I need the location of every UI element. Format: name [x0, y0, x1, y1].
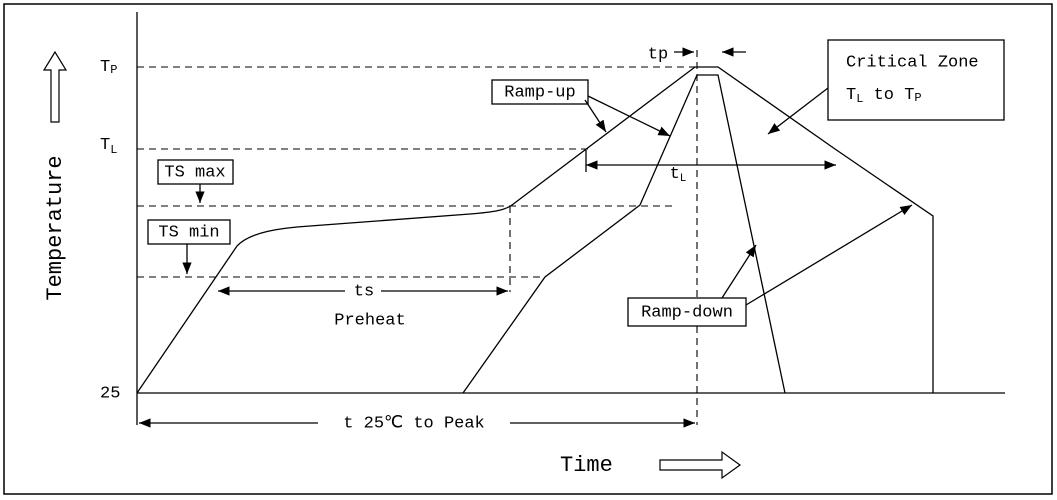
rampup-label: Ramp-up — [504, 83, 575, 102]
x-title: Time — [560, 453, 613, 478]
rampup-arrow-2 — [587, 95, 671, 137]
preheat-label: Preheat — [334, 311, 405, 330]
critical-arrow — [767, 87, 829, 135]
rampdown-arrow-1 — [721, 244, 757, 299]
tp-label: TP — [100, 58, 117, 77]
tsmin-box — [147, 219, 231, 245]
tsmax-label: TS max — [164, 163, 225, 182]
critical-line2: TL to TP — [846, 86, 922, 106]
ts-gap-bg — [345, 282, 381, 298]
x-arrow — [659, 450, 742, 480]
tl-small-label: tL — [670, 165, 687, 184]
frame — [3, 3, 1053, 495]
tsmin-label: TS min — [158, 223, 219, 242]
ambient-label: 25 — [100, 384, 120, 403]
profile-inner — [462, 74, 786, 394]
y-title: Temperature — [43, 155, 68, 300]
tl-label: TL — [100, 136, 117, 157]
rampdown-arrow-2 — [745, 204, 913, 306]
tsmax-box — [157, 159, 234, 185]
ts-label: ts — [354, 282, 374, 301]
rampdown-label: Ramp-down — [641, 303, 733, 322]
t25-label: t 25℃ to Peak — [343, 414, 485, 433]
critical-line1: Critical Zone — [846, 53, 979, 72]
critical-box — [827, 39, 1005, 121]
rampup-arrow-1 — [584, 99, 607, 133]
rampup-box — [491, 79, 589, 105]
t25-gap — [318, 413, 510, 433]
tp-small-label: tp — [648, 45, 668, 64]
y-arrow — [42, 50, 68, 123]
profile-outer — [136, 66, 934, 394]
rampdown-box — [627, 297, 747, 327]
